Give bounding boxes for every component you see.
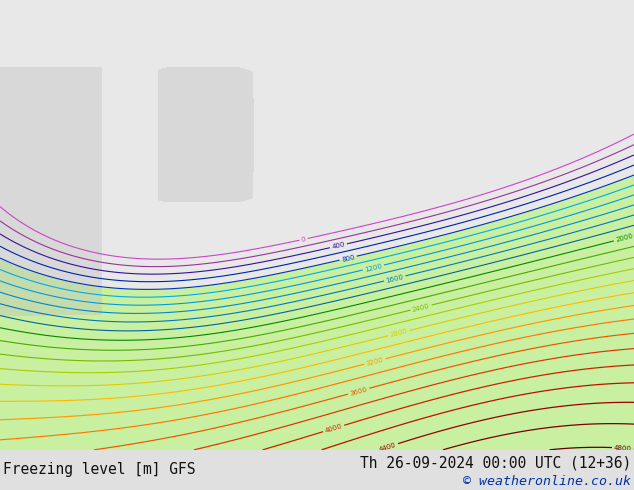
Text: © weatheronline.co.uk: © weatheronline.co.uk [463, 475, 631, 488]
Text: 2000: 2000 [615, 233, 634, 244]
Text: 1600: 1600 [385, 273, 404, 284]
Text: 800: 800 [341, 254, 356, 263]
Text: 3200: 3200 [366, 356, 384, 367]
Text: Freezing level [m] GFS: Freezing level [m] GFS [3, 462, 196, 477]
Text: 4800: 4800 [614, 444, 632, 452]
Text: 4000: 4000 [324, 423, 343, 434]
Text: 4400: 4400 [378, 441, 397, 453]
Text: 2800: 2800 [389, 328, 408, 338]
Text: 1200: 1200 [364, 263, 383, 272]
Text: Th 26-09-2024 00:00 UTC (12+36): Th 26-09-2024 00:00 UTC (12+36) [359, 455, 631, 470]
Text: 400: 400 [332, 242, 346, 250]
Text: 2400: 2400 [411, 302, 430, 313]
Text: 3600: 3600 [349, 386, 368, 396]
Text: 0: 0 [301, 236, 306, 243]
